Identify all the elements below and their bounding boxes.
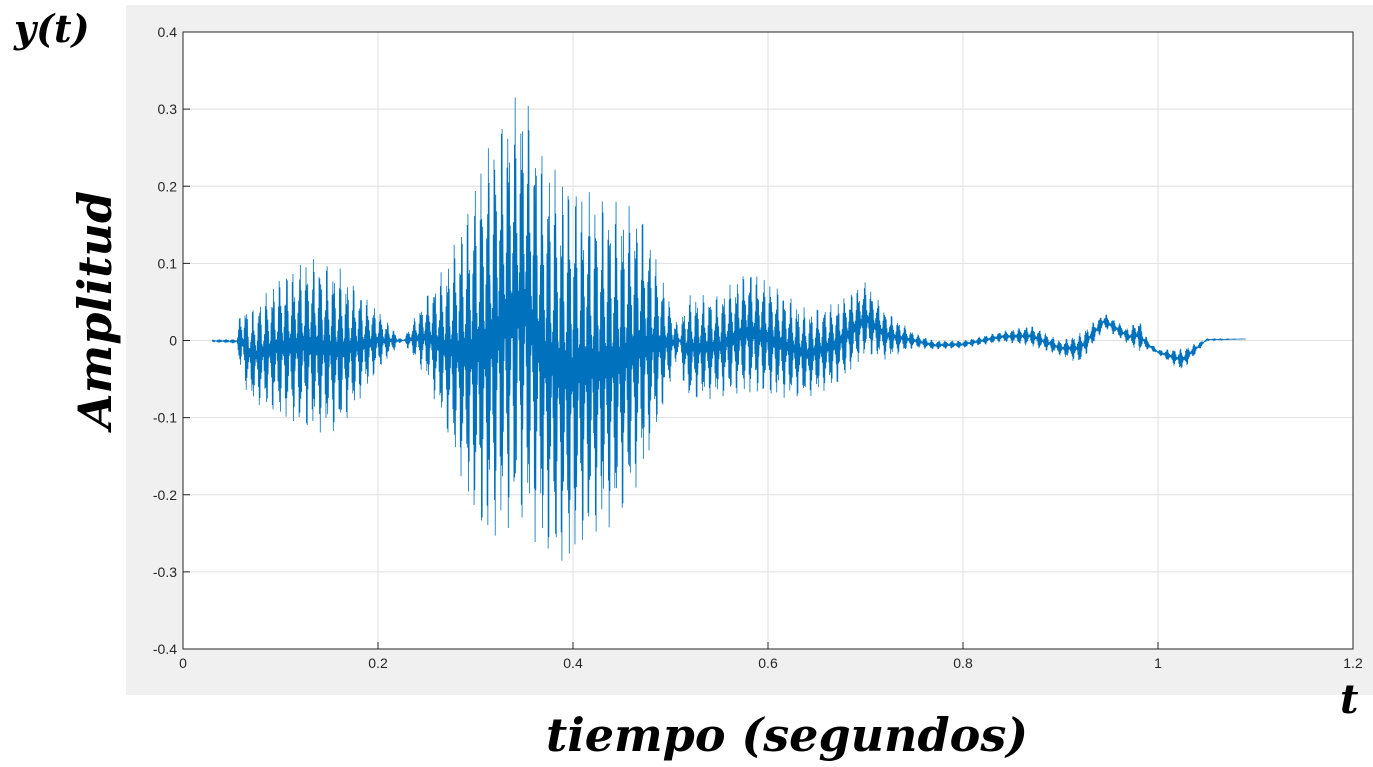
corner-y-label: y(t) [14, 6, 90, 51]
x-tick-label-0: 0 [179, 655, 187, 671]
y-tick-label-0: -0.4 [153, 641, 177, 657]
y-tick-label-3: -0.1 [153, 410, 177, 426]
y-tick-label-1: -0.3 [153, 564, 177, 580]
x-axis-label: tiempo (segundos) [546, 708, 1028, 762]
x-tick-label-2: 0.4 [563, 655, 583, 671]
y-tick-label-5: 0.1 [158, 255, 178, 271]
x-tick-label-5: 1 [1154, 655, 1162, 671]
y-tick-label-4: 0 [169, 333, 177, 349]
x-tick-label-3: 0.6 [758, 655, 778, 671]
y-tick-label-7: 0.3 [158, 101, 178, 117]
x-tick-label-4: 0.8 [953, 655, 973, 671]
x-tick-label-1: 0.2 [368, 655, 388, 671]
y-axis-label: Amplitud [68, 191, 122, 429]
corner-t-label: t [1340, 676, 1358, 723]
waveform-chart: 0 0.2 0.4 0.6 0.8 1 1.2 -0.4 -0.3 -0.2 -0.1 0 0.1 0.2… [126, 5, 1373, 695]
y-tick-label-6: 0.2 [158, 178, 178, 194]
y-tick-label-8: 0.4 [158, 24, 178, 40]
x-tick-label-6: 1.2 [1343, 655, 1363, 671]
y-tick-label-2: -0.2 [153, 487, 177, 503]
figure-frame: 0 0.2 0.4 0.6 0.8 1 1.2 -0.4 -0.3 -0.2 -0.1 0 0.1 0.2… [126, 5, 1373, 695]
